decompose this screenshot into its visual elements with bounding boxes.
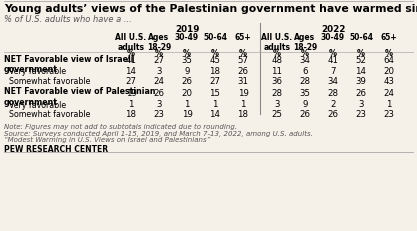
Text: 18: 18: [238, 110, 249, 119]
Text: Somewhat favorable: Somewhat favorable: [9, 110, 90, 119]
Text: 26: 26: [299, 110, 311, 119]
Text: 35: 35: [299, 89, 311, 97]
Text: 26: 26: [153, 89, 164, 97]
Text: PEW RESEARCH CENTER: PEW RESEARCH CENTER: [4, 144, 108, 153]
Text: 57: 57: [238, 56, 249, 65]
Text: 7: 7: [330, 67, 336, 76]
Text: 41: 41: [327, 56, 339, 65]
Text: %: %: [273, 49, 281, 58]
Text: Note: Figures may not add to subtotals indicated due to rounding.: Note: Figures may not add to subtotals i…: [4, 123, 237, 130]
Text: 9: 9: [302, 100, 308, 109]
Text: %: %: [155, 49, 163, 58]
Text: 27: 27: [209, 77, 221, 86]
Text: 31: 31: [238, 77, 249, 86]
Text: %: %: [239, 49, 247, 58]
Text: 2022: 2022: [321, 25, 345, 34]
Text: 20: 20: [181, 89, 193, 97]
Text: 2019: 2019: [175, 25, 199, 34]
Text: 11: 11: [271, 67, 282, 76]
Text: 27: 27: [126, 77, 136, 86]
Text: 14: 14: [126, 67, 136, 76]
Text: 9: 9: [184, 67, 190, 76]
Text: %: %: [329, 49, 337, 58]
Text: 1: 1: [386, 100, 392, 109]
Text: 23: 23: [153, 110, 164, 119]
Text: %: %: [183, 49, 191, 58]
Text: 30-49: 30-49: [175, 33, 199, 42]
Text: 19: 19: [126, 89, 136, 97]
Text: Ages
18-29: Ages 18-29: [293, 33, 317, 52]
Text: 43: 43: [384, 77, 394, 86]
Text: 35: 35: [181, 56, 193, 65]
Text: 1: 1: [240, 100, 246, 109]
Text: 45: 45: [209, 56, 221, 65]
Text: % of U.S. adults who have a ...: % of U.S. adults who have a ...: [4, 15, 132, 24]
Text: 6: 6: [302, 67, 308, 76]
Text: 1: 1: [212, 100, 218, 109]
Text: 24: 24: [153, 77, 164, 86]
Text: Young adults’ views of the Palestinian government have warmed since 2019: Young adults’ views of the Palestinian g…: [4, 4, 417, 14]
Text: 65+: 65+: [235, 33, 251, 42]
Text: 26: 26: [181, 77, 193, 86]
Text: 30-49: 30-49: [321, 33, 345, 42]
Text: %: %: [211, 49, 219, 58]
Text: 26: 26: [356, 89, 367, 97]
Text: 64: 64: [384, 56, 394, 65]
Text: Source: Surveys conducted April 1-15, 2019, and March 7-13, 2022, among U.S. adu: Source: Surveys conducted April 1-15, 20…: [4, 130, 313, 136]
Text: 3: 3: [358, 100, 364, 109]
Text: 26: 26: [238, 67, 249, 76]
Text: 28: 28: [327, 89, 339, 97]
Text: 52: 52: [356, 56, 367, 65]
Text: 65+: 65+: [381, 33, 397, 42]
Text: %: %: [301, 49, 309, 58]
Text: 48: 48: [271, 56, 282, 65]
Text: 24: 24: [384, 89, 394, 97]
Text: 19: 19: [181, 110, 192, 119]
Text: All U.S.
adults: All U.S. adults: [261, 33, 293, 52]
Text: %: %: [127, 49, 135, 58]
Text: Ages
18-29: Ages 18-29: [147, 33, 171, 52]
Text: 23: 23: [384, 110, 394, 119]
Text: All U.S.
adults: All U.S. adults: [116, 33, 146, 52]
Text: 34: 34: [327, 77, 339, 86]
Text: 18: 18: [209, 67, 221, 76]
Text: 1: 1: [184, 100, 190, 109]
Text: 14: 14: [356, 67, 367, 76]
Text: 50-64: 50-64: [203, 33, 227, 42]
Text: Very favorable: Very favorable: [9, 67, 66, 76]
Text: 15: 15: [209, 89, 221, 97]
Text: 18: 18: [126, 110, 136, 119]
Text: 19: 19: [238, 89, 249, 97]
Text: 23: 23: [356, 110, 367, 119]
Text: 27: 27: [153, 56, 164, 65]
Text: 26: 26: [327, 110, 339, 119]
Text: “Modest Warming in U.S. Views on Israel and Palestinians”: “Modest Warming in U.S. Views on Israel …: [4, 137, 210, 143]
Text: %: %: [385, 49, 393, 58]
Text: 28: 28: [299, 77, 311, 86]
Text: Very favorable: Very favorable: [9, 100, 66, 109]
Text: 14: 14: [209, 110, 221, 119]
Text: %: %: [357, 49, 365, 58]
Text: 28: 28: [271, 89, 282, 97]
Text: 1: 1: [128, 100, 134, 109]
Text: 3: 3: [156, 100, 162, 109]
Text: 36: 36: [271, 77, 282, 86]
Text: Somewhat favorable: Somewhat favorable: [9, 77, 90, 86]
Text: NET Favorable view of Israeli
government: NET Favorable view of Israeli government: [4, 54, 133, 73]
Text: 25: 25: [271, 110, 282, 119]
Text: 34: 34: [299, 56, 311, 65]
Text: 20: 20: [384, 67, 394, 76]
Text: 2: 2: [330, 100, 336, 109]
Text: 3: 3: [274, 100, 280, 109]
Text: NET Favorable view of Palestinian
government: NET Favorable view of Palestinian govern…: [4, 87, 156, 106]
Text: 39: 39: [356, 77, 367, 86]
Text: 50-64: 50-64: [349, 33, 373, 42]
Text: 3: 3: [156, 67, 162, 76]
Text: 41: 41: [126, 56, 136, 65]
